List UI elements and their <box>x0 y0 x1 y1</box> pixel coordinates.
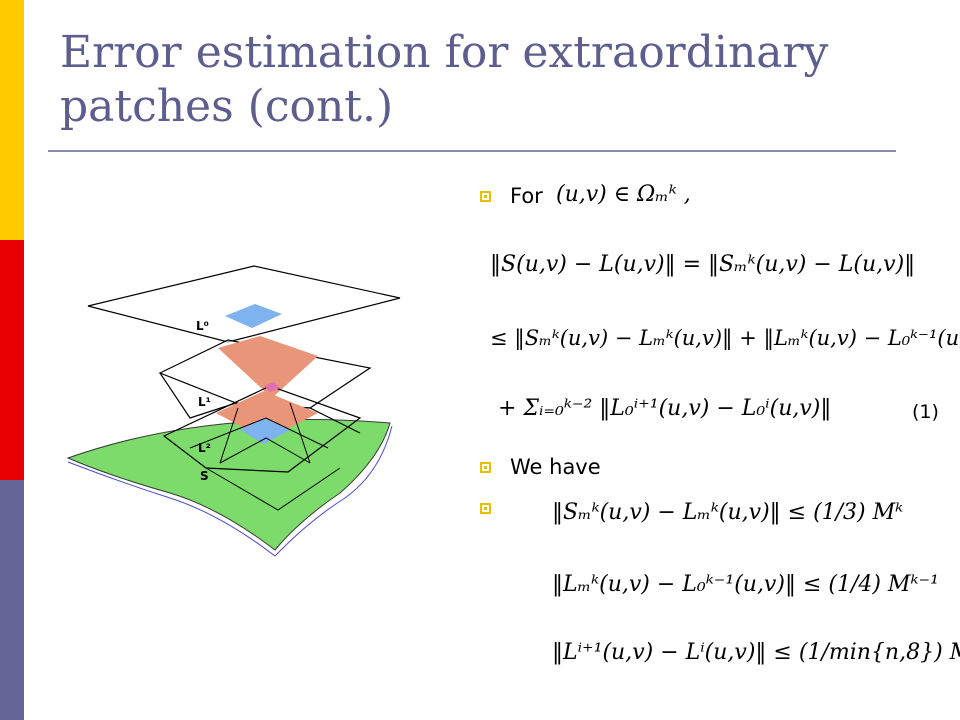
bullet-for-label: For <box>510 184 543 208</box>
title-divider <box>48 150 896 152</box>
layer-l2-highlight <box>216 391 318 440</box>
label-s: S <box>200 469 209 483</box>
title-line-1: Error estimation for extraordinary <box>60 27 829 78</box>
eq1-line2: ≤ ‖Sₘᵏ(u,v) − Lₘᵏ(u,v)‖ + ‖Lₘᵏ(u,v) − L₀… <box>490 326 960 350</box>
label-l2: L² <box>198 441 211 455</box>
layer-l1-highlight <box>218 336 318 398</box>
layer-l2 <box>162 385 362 473</box>
layer-l0 <box>87 265 401 343</box>
bullet-we-have: We have <box>510 455 601 479</box>
slide-title: Error estimation for extraordinary patch… <box>60 26 920 134</box>
label-l0: L⁰ <box>196 319 209 333</box>
bullet-icon <box>480 503 491 514</box>
subdivision-figure: L⁰ L¹ L² S <box>66 265 401 557</box>
layer-l0-highlight <box>225 304 282 328</box>
layer-l2-blue <box>240 418 290 444</box>
eq1-line1: ‖S(u,v) − L(u,v)‖ = ‖Sₘᵏ(u,v) − L(u,v)‖ <box>490 252 916 277</box>
accent-bar-blue <box>0 480 24 720</box>
title-line-2: patches (cont.) <box>60 81 394 132</box>
equation-number: (1) <box>912 401 939 423</box>
surface-s-edge <box>67 425 393 557</box>
bullet-for-condition: (u,v) ∈ Ωₘᵏ , <box>556 182 691 207</box>
bullet-icon <box>480 191 491 202</box>
bound-3: ‖Lⁱ⁺¹(u,v) − Lⁱ(u,v)‖ ≤ (1/min{n,8}) Mⁱ <box>552 640 960 665</box>
accent-bar-red <box>0 240 24 480</box>
surface-s <box>66 419 391 551</box>
bound-1: ‖Sₘᵏ(u,v) − Lₘᵏ(u,v)‖ ≤ (1/3) Mᵏ <box>552 500 904 525</box>
label-l1: L¹ <box>198 395 211 409</box>
bound-2: ‖Lₘᵏ(u,v) − L₀ᵏ⁻¹(u,v)‖ ≤ (1/4) Mᵏ⁻¹ <box>552 572 939 597</box>
accent-bar-yellow <box>0 0 24 240</box>
bullet-icon <box>480 462 491 473</box>
eq1-line3: + Σᵢ₌₀ᵏ⁻² ‖L₀ⁱ⁺¹(u,v) − L₀ⁱ(u,v)‖ <box>498 396 832 421</box>
